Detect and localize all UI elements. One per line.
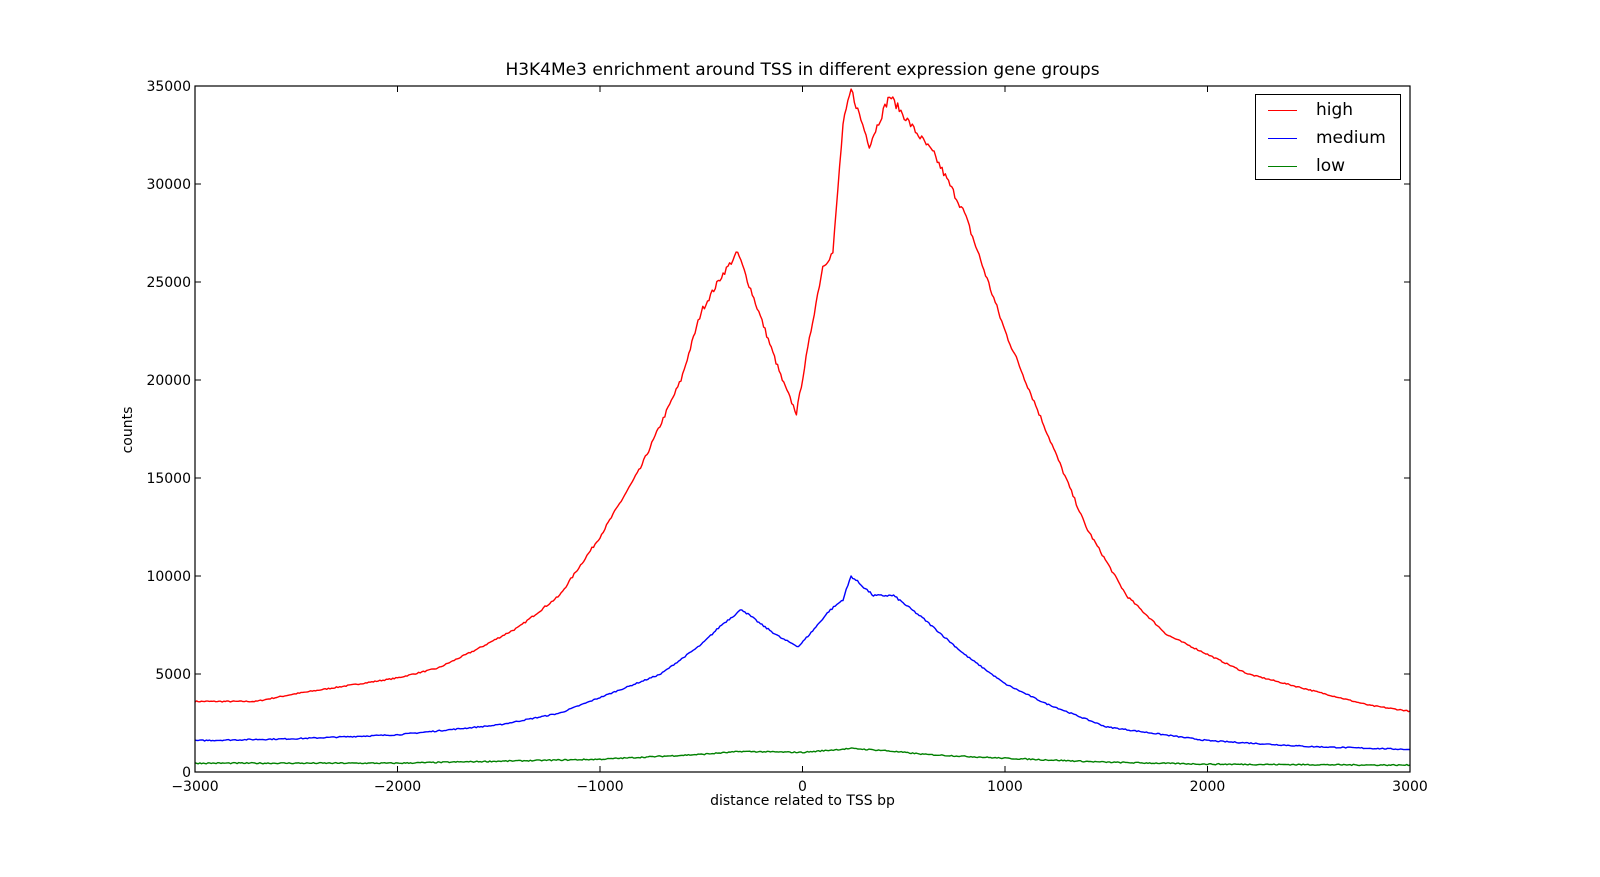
series-line-low [194, 747, 1411, 767]
x-axis-ticks: −3000 −2000 −1000 0 1000 2000 3000 [171, 86, 1428, 795]
x-tick-label: 2000 [1190, 779, 1226, 795]
x-tick-label: 3000 [1392, 779, 1428, 795]
legend-item-medium: medium [1256, 125, 1400, 153]
legend-label-medium: medium [1316, 128, 1386, 148]
legend-swatch-low [1268, 166, 1297, 167]
axes-frame [194, 85, 1411, 773]
legend-swatch-high [1268, 110, 1297, 111]
x-tick-label: 0 [798, 779, 807, 795]
y-tick-label: 10000 [146, 569, 191, 585]
x-tick-label: −3000 [171, 779, 218, 795]
x-axis-label: distance related to TSS bp [710, 793, 895, 809]
x-tick-label: −1000 [576, 779, 623, 795]
y-tick-label: 20000 [146, 373, 191, 389]
y-tick-label: 35000 [146, 79, 191, 95]
y-axis-ticks: 0 5000 10000 15000 20000 25000 30000 35000 [146, 79, 1410, 781]
legend-item-high: high [1256, 97, 1400, 125]
y-axis-label: counts [120, 406, 136, 454]
x-tick-label: 1000 [987, 779, 1023, 795]
y-tick-label: 15000 [146, 471, 191, 487]
series-layer [194, 88, 1411, 767]
legend-swatch-medium [1268, 138, 1297, 139]
y-tick-label: 5000 [155, 667, 191, 683]
x-tick-label: −2000 [374, 779, 421, 795]
y-tick-label: 30000 [146, 177, 191, 193]
legend-label-high: high [1316, 100, 1354, 120]
y-tick-label: 25000 [146, 275, 191, 291]
chart-title: H3K4Me3 enrichment around TSS in differe… [505, 60, 1100, 80]
legend-label-low: low [1316, 156, 1346, 176]
series-line-high [194, 88, 1411, 713]
y-tick-label: 0 [182, 765, 191, 781]
legend-item-low: low [1256, 153, 1400, 181]
series-line-medium [194, 575, 1411, 751]
legend: high medium low [1255, 94, 1401, 180]
